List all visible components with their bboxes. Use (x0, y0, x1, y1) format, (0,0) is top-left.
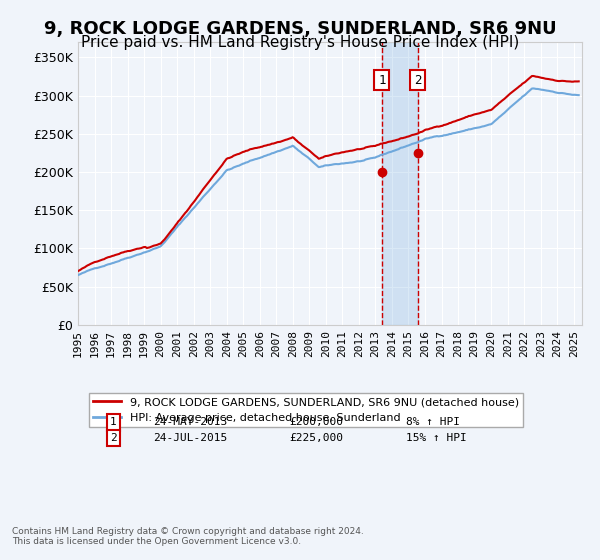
Text: 1: 1 (110, 417, 116, 427)
Text: Price paid vs. HM Land Registry's House Price Index (HPI): Price paid vs. HM Land Registry's House … (81, 35, 519, 50)
Text: 2: 2 (414, 74, 421, 87)
Text: 24-MAY-2013: 24-MAY-2013 (154, 417, 228, 427)
Text: Contains HM Land Registry data © Crown copyright and database right 2024.
This d: Contains HM Land Registry data © Crown c… (12, 526, 364, 546)
Text: 9, ROCK LODGE GARDENS, SUNDERLAND, SR6 9NU: 9, ROCK LODGE GARDENS, SUNDERLAND, SR6 9… (44, 20, 556, 38)
Text: 1: 1 (378, 74, 386, 87)
Text: 15% ↑ HPI: 15% ↑ HPI (406, 433, 466, 443)
Text: 2: 2 (110, 433, 116, 443)
Text: £225,000: £225,000 (290, 433, 344, 443)
Text: 8% ↑ HPI: 8% ↑ HPI (406, 417, 460, 427)
Text: 24-JUL-2015: 24-JUL-2015 (154, 433, 228, 443)
Text: £200,000: £200,000 (290, 417, 344, 427)
Bar (382, 42, 418, 325)
Legend: 9, ROCK LODGE GARDENS, SUNDERLAND, SR6 9NU (detached house), HPI: Average price,: 9, ROCK LODGE GARDENS, SUNDERLAND, SR6 9… (89, 393, 523, 427)
